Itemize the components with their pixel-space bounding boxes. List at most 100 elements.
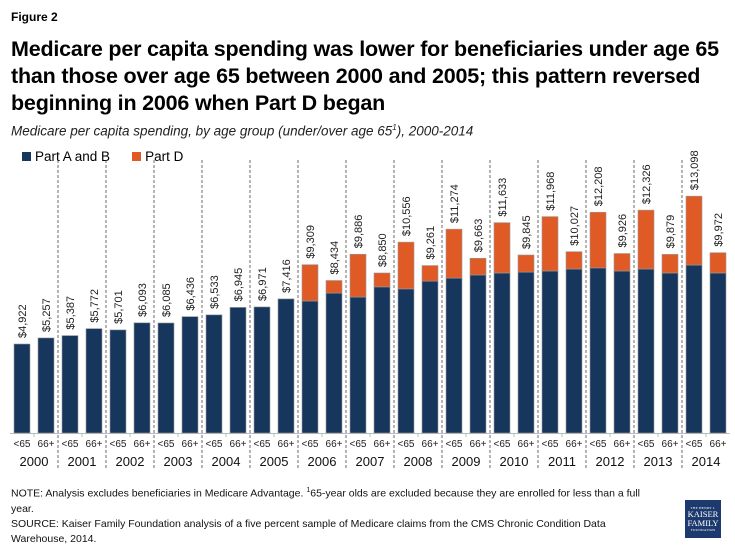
- subcategory-tick-label: 66+: [422, 439, 439, 450]
- bar-part-ab: [541, 270, 559, 434]
- bar-part-ab: [517, 271, 535, 434]
- year-tick-label: 2009: [452, 454, 481, 469]
- data-label: $9,926: [617, 214, 629, 248]
- bar-part-ab: [637, 268, 655, 434]
- source-text: SOURCE: Kaiser Family Foundation analysi…: [11, 517, 606, 545]
- bar-part-d: [685, 195, 703, 266]
- subcategory-tick-label: <65: [638, 439, 655, 450]
- year-tick-label: 2000: [20, 454, 49, 469]
- bar-part-ab: [565, 268, 583, 434]
- note-sup: 1: [306, 487, 311, 494]
- legend-swatch-part-ab: [22, 152, 31, 161]
- chart-title: Medicare per capita spending was lower f…: [11, 37, 719, 115]
- data-label: $9,261: [425, 226, 437, 260]
- chart-subtitle: Medicare per capita spending, by age gro…: [11, 123, 473, 139]
- legend-item-part-ab: Part A and B: [22, 149, 110, 164]
- bar-part-ab: [373, 286, 391, 434]
- subcategory-tick-label: 66+: [374, 439, 391, 450]
- bar-part-ab: [61, 335, 79, 434]
- subcategory-tick-label: 66+: [230, 439, 247, 450]
- bar-part-ab: [205, 314, 223, 434]
- bar-part-ab: [253, 306, 271, 434]
- bar-part-ab: [277, 298, 295, 434]
- logo-line3: FAMILY: [687, 518, 719, 528]
- bar-part-d: [613, 253, 631, 272]
- data-label: $9,845: [521, 215, 533, 249]
- bar-part-d: [325, 280, 343, 294]
- data-label: $9,879: [665, 215, 677, 249]
- data-label: $13,098: [689, 150, 701, 190]
- data-label: $11,968: [545, 172, 557, 211]
- data-label: $11,633: [497, 178, 509, 217]
- bar-part-d: [301, 264, 319, 302]
- data-label: $5,387: [65, 296, 77, 330]
- bar-part-d: [589, 211, 607, 269]
- subcategory-tick-label: 66+: [38, 439, 55, 450]
- year-tick-label: 2004: [212, 454, 241, 469]
- bar-part-d: [421, 265, 439, 282]
- legend: Part A and B Part D: [22, 149, 183, 164]
- legend-label-part-ab: Part A and B: [35, 149, 111, 164]
- bar-part-ab: [301, 300, 319, 434]
- data-label: $12,208: [593, 166, 605, 206]
- bar-part-ab: [37, 337, 55, 434]
- bar-part-ab: [325, 292, 343, 434]
- subcategory-tick-label: <65: [158, 439, 175, 450]
- data-label: $5,701: [113, 290, 125, 324]
- data-label: $4,922: [17, 304, 29, 338]
- note-text: NOTE: Analysis excludes beneficiaries in…: [11, 483, 651, 517]
- year-tick-label: 2003: [164, 454, 193, 469]
- data-label: $11,274: [449, 184, 461, 223]
- subcategory-tick-label: <65: [14, 439, 31, 450]
- data-label: $10,027: [569, 206, 581, 246]
- subcategory-tick-label: 66+: [710, 439, 727, 450]
- year-tick-label: 2005: [260, 454, 289, 469]
- subcategory-tick-label: 66+: [278, 439, 295, 450]
- year-tick-label: 2013: [644, 454, 673, 469]
- subcategory-tick-label: <65: [110, 439, 127, 450]
- bar-part-d: [565, 251, 583, 270]
- subcategory-tick-label: 66+: [326, 439, 343, 450]
- bar-part-ab: [157, 322, 175, 434]
- bar-part-ab: [613, 270, 631, 434]
- data-label: $9,309: [305, 225, 317, 259]
- subcategory-tick-label: <65: [686, 439, 703, 450]
- subtitle-footnote: 1: [392, 123, 397, 132]
- year-tick-label: 2006: [308, 454, 337, 469]
- bar-part-d: [469, 257, 487, 276]
- year-tick-label: 2008: [404, 454, 433, 469]
- year-tick-label: 2014: [692, 454, 721, 469]
- bar-part-d: [445, 228, 463, 279]
- bar-part-ab: [229, 307, 247, 434]
- logo-line4: FOUNDATION: [690, 528, 716, 532]
- year-tick-label: 2002: [116, 454, 145, 469]
- year-tick-label: 2011: [548, 454, 576, 469]
- bar-part-ab: [85, 328, 103, 434]
- data-label: $9,663: [473, 219, 485, 253]
- subcategory-tick-label: 66+: [614, 439, 631, 450]
- subcategory-tick-label: <65: [398, 439, 415, 450]
- subtitle-text: Medicare per capita spending, by age gro…: [11, 123, 393, 139]
- logo-line1: THE HENRY J.: [690, 506, 716, 510]
- subcategory-tick-label: 66+: [182, 439, 199, 450]
- data-label: $8,434: [329, 241, 341, 275]
- data-label: $6,945: [233, 268, 245, 302]
- data-label: $6,971: [257, 267, 269, 301]
- figure-label: Figure 2: [11, 10, 58, 24]
- bar-part-ab: [445, 277, 463, 434]
- data-label: $5,257: [41, 298, 53, 332]
- subcategory-tick-label: 66+: [518, 439, 535, 450]
- data-label: $6,436: [185, 277, 197, 311]
- bar-part-d: [541, 216, 559, 272]
- bar-part-ab: [709, 272, 727, 434]
- subcategory-tick-label: 66+: [134, 439, 151, 450]
- subcategory-tick-label: <65: [494, 439, 511, 450]
- year-tick-label: 2012: [596, 454, 625, 469]
- data-label: $10,556: [401, 196, 413, 236]
- year-tick-label: 2001: [68, 454, 97, 469]
- bar-part-d: [493, 222, 511, 274]
- subcategory-tick-label: <65: [206, 439, 223, 450]
- bar-part-ab: [181, 316, 199, 434]
- subtitle-text-end: ), 2000-2014: [396, 123, 474, 139]
- subcategory-tick-label: 66+: [86, 439, 103, 450]
